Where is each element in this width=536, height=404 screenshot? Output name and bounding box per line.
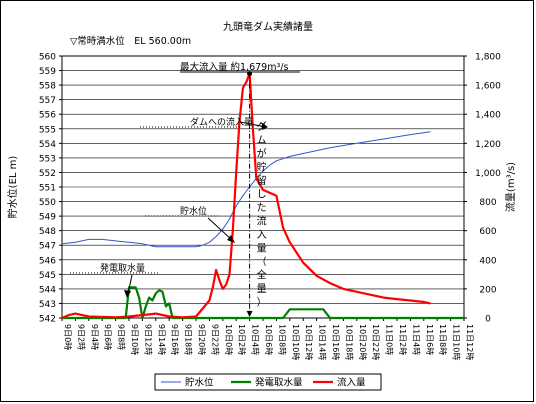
x-tick-label: 10日10時 xyxy=(291,324,300,360)
x-tick-label: 9日20時 xyxy=(197,324,206,355)
y-right-tick-label: 1,600 xyxy=(475,82,501,92)
y-right-tick-label: 400 xyxy=(479,256,496,266)
chart-title: 九頭竜ダム実績諸量 xyxy=(223,22,313,33)
x-tick-label: 10日0時 xyxy=(224,324,233,355)
stored-annotation-char: た xyxy=(257,202,267,214)
x-tick-label: 11日2時 xyxy=(398,324,407,355)
x-tick-label: 9日10時 xyxy=(130,324,139,355)
power-arrowhead xyxy=(124,290,131,298)
x-tick-label: 10日18時 xyxy=(344,324,353,360)
x-tick-label: 10日20時 xyxy=(358,324,367,360)
x-tick-label: 11日12時 xyxy=(465,324,474,360)
series-line xyxy=(62,286,464,320)
x-tick-label: 10日6時 xyxy=(264,324,273,355)
y-left-tick-label: 542 xyxy=(39,315,56,325)
x-tick-label: 10日2時 xyxy=(237,324,246,355)
normal-water-level-label: ▽常時満水位 EL 560.00m xyxy=(70,35,191,47)
stored-annotation-char: ） xyxy=(257,297,267,309)
y-left-tick-label: 547 xyxy=(39,242,56,252)
stored-annotation-char: 貯 xyxy=(257,162,267,174)
x-tick-label: 11日0時 xyxy=(385,324,394,355)
y-left-tick-label: 546 xyxy=(39,256,56,266)
y-left-tick-label: 557 xyxy=(39,96,56,106)
peak-annotation: 最大流入量 約1,679m³/s xyxy=(180,61,288,73)
y-left-tick-label: 548 xyxy=(39,227,56,237)
stored-annotation-char: （ xyxy=(257,256,267,268)
y-left-axis-title: 貯水位(EL m) xyxy=(6,156,19,219)
x-tick-label: 9日12時 xyxy=(143,324,152,355)
x-tick-label: 9日4時 xyxy=(90,324,99,350)
stored-annotation-char: 入 xyxy=(257,230,267,241)
legend-label: 流入量 xyxy=(337,377,366,389)
stored-annotation-char: ム xyxy=(257,135,267,147)
legend-label: 貯水位 xyxy=(185,377,214,389)
stored-annotation-char: 留 xyxy=(257,174,267,187)
x-tick-label: 9日16時 xyxy=(170,324,179,355)
legend-label: 発電取水量 xyxy=(255,377,303,389)
x-tick-label: 9日22時 xyxy=(210,324,219,355)
x-tick-label: 9日0時 xyxy=(63,324,72,350)
x-tick-label: 10日14時 xyxy=(318,324,327,360)
series-line xyxy=(61,131,431,248)
y-right-tick-label: 1,800 xyxy=(475,53,501,63)
power-annotation: 発電取水量 xyxy=(100,262,145,274)
y-right-tick-label: 200 xyxy=(479,285,496,295)
level-arrow-line xyxy=(207,217,233,241)
x-tick-label: 10日22時 xyxy=(371,324,380,360)
x-tick-label: 11日4時 xyxy=(411,324,420,355)
x-tick-label: 9日6時 xyxy=(103,324,112,350)
inflow-arrowhead xyxy=(262,123,268,130)
peak-vertical-arrowhead xyxy=(246,311,253,317)
y-left-tick-label: 559 xyxy=(39,67,56,77)
y-left-tick-label: 555 xyxy=(39,125,56,135)
stored-annotation-char: ダ xyxy=(257,120,267,133)
y-right-tick-label: 1,200 xyxy=(475,140,501,150)
x-tick-label: 10日4時 xyxy=(251,324,260,355)
x-tick-label: 11日10時 xyxy=(452,324,461,360)
stored-annotation-char: 全 xyxy=(257,269,267,282)
y-right-tick-label: 0 xyxy=(485,315,491,325)
stored-annotation-char: 量 xyxy=(257,283,267,295)
legend-box xyxy=(154,373,382,391)
y-right-tick-label: 1,400 xyxy=(475,111,501,121)
x-tick-label: 9日2時 xyxy=(76,324,85,350)
y-right-axis-title: 流量(m³/s) xyxy=(504,162,517,212)
series-line xyxy=(61,72,431,320)
stored-annotation-char: が xyxy=(257,147,267,160)
level-annotation: 貯水位 xyxy=(180,205,207,217)
x-tick-label: 11日8時 xyxy=(438,324,447,355)
y-left-tick-label: 545 xyxy=(39,271,56,281)
x-tick-label: 9日18時 xyxy=(184,324,193,355)
y-left-tick-label: 553 xyxy=(39,154,56,164)
stored-annotation-char: 量 xyxy=(257,243,267,255)
x-tick-label: 9日14時 xyxy=(157,324,166,355)
y-left-tick-label: 554 xyxy=(39,140,56,150)
y-right-tick-label: 600 xyxy=(479,227,496,237)
x-tick-label: 10日12時 xyxy=(304,324,313,360)
y-left-tick-label: 550 xyxy=(39,198,56,208)
y-right-tick-label: 800 xyxy=(479,198,496,208)
stored-annotation-char: 流 xyxy=(257,215,267,228)
x-tick-label: 10日16時 xyxy=(331,324,340,360)
x-tick-label: 11日6時 xyxy=(425,324,434,355)
y-left-tick-label: 560 xyxy=(39,53,56,63)
y-left-tick-label: 551 xyxy=(39,184,56,194)
x-tick-label: 9日8時 xyxy=(117,324,126,350)
y-left-tick-label: 543 xyxy=(39,300,56,310)
inflow-arrow-line xyxy=(239,121,267,128)
y-left-tick-label: 552 xyxy=(39,169,56,179)
y-left-tick-label: 544 xyxy=(39,285,56,295)
y-right-tick-label: 1,000 xyxy=(475,169,501,179)
stored-annotation-char: し xyxy=(257,189,267,201)
inflow-annotation: ダムへの流入量 xyxy=(190,116,253,128)
y-left-tick-label: 556 xyxy=(39,111,56,121)
y-left-tick-label: 549 xyxy=(39,213,56,223)
level-arrowhead xyxy=(227,235,235,243)
y-left-tick-label: 558 xyxy=(39,82,56,92)
x-tick-label: 10日8時 xyxy=(277,324,286,355)
